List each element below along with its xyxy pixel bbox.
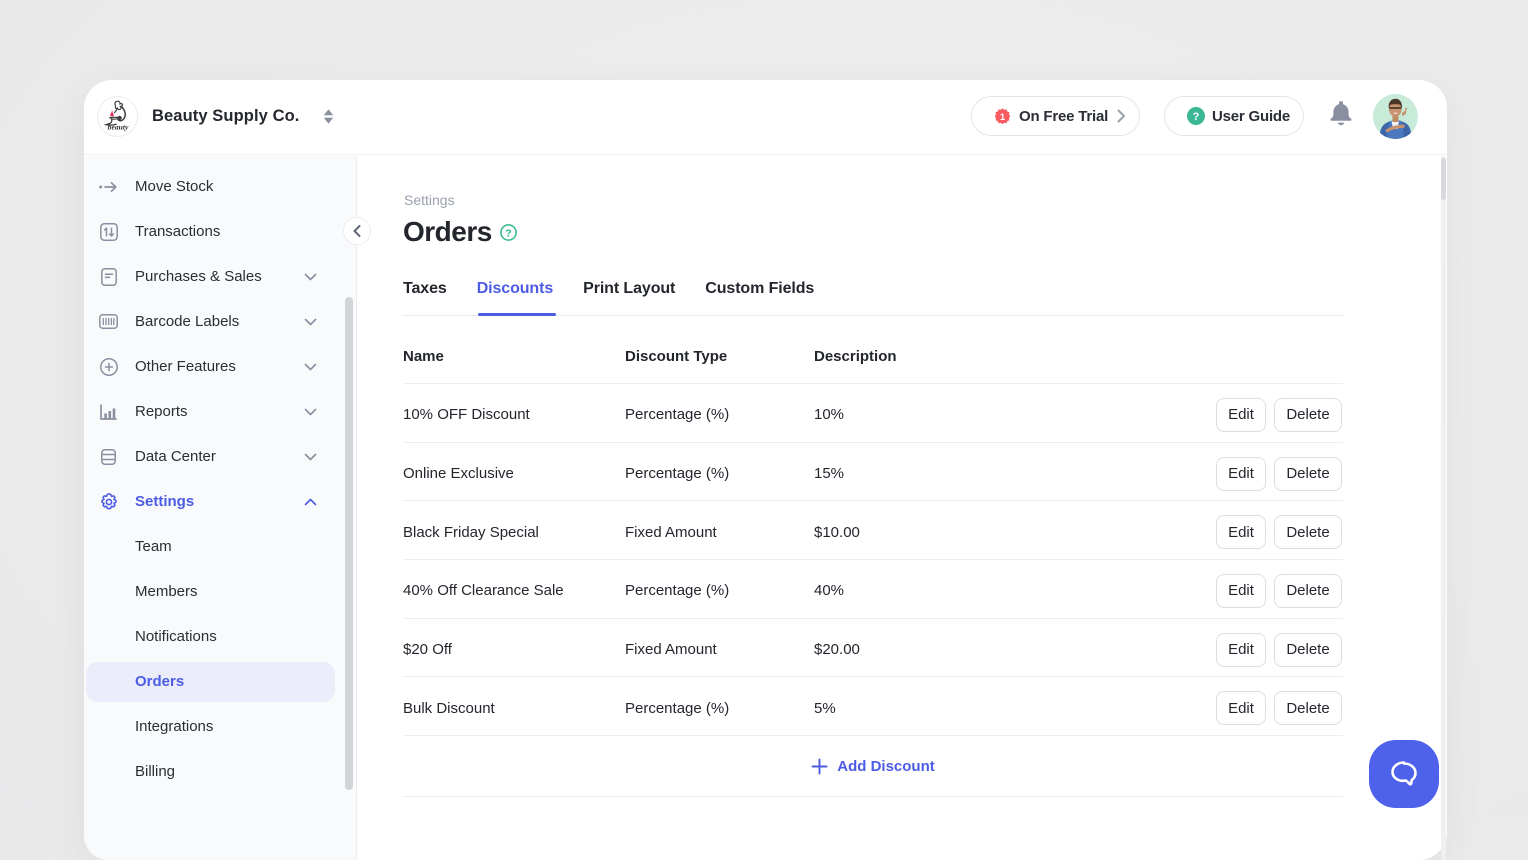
svg-text:?: ? — [505, 227, 511, 239]
svg-text:?: ? — [1193, 111, 1200, 123]
svg-text:beauty: beauty — [108, 123, 129, 132]
svg-text:1: 1 — [1000, 112, 1006, 123]
